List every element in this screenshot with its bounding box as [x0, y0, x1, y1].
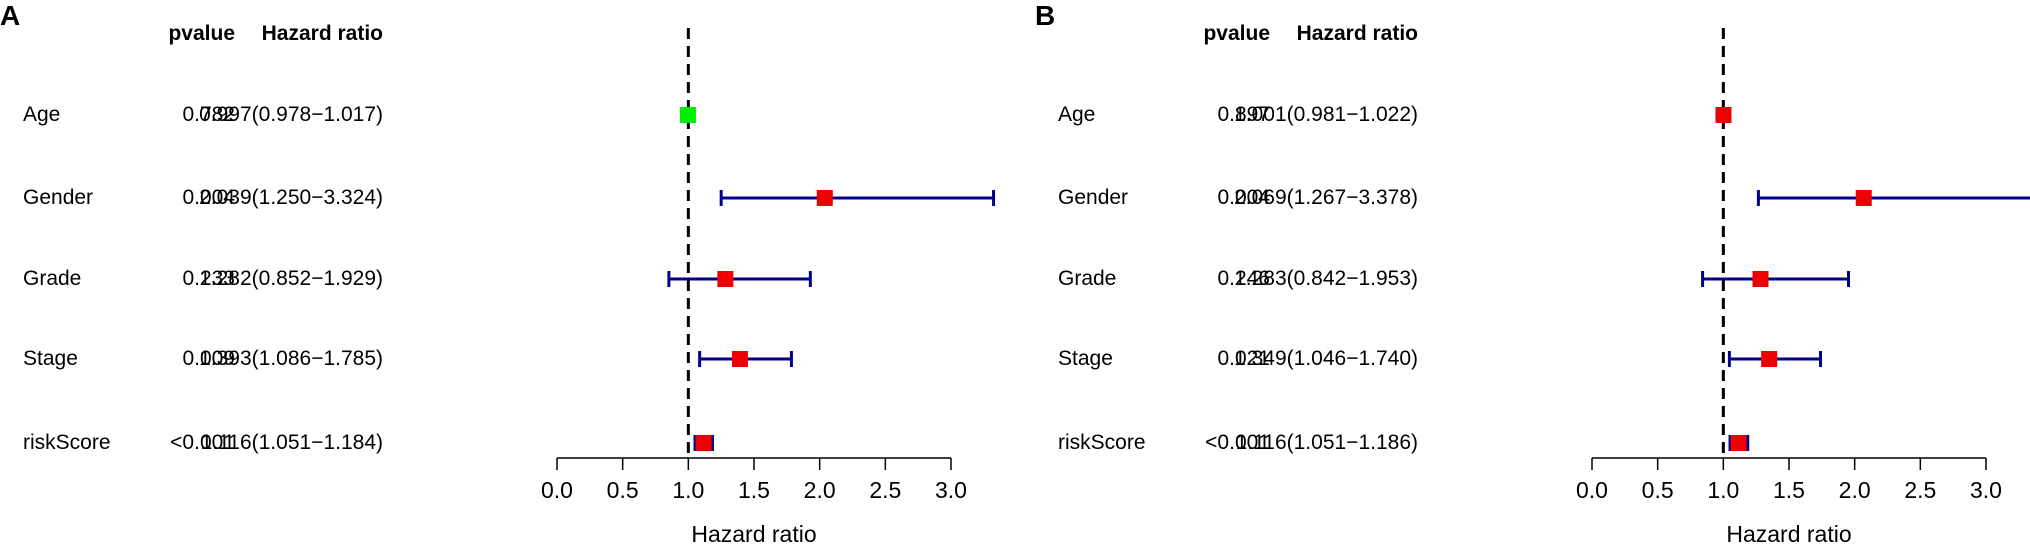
x-axis-title: Hazard ratio — [691, 521, 816, 547]
row-pvalue-riskscore: <0.001 — [170, 431, 235, 454]
hr-point-grade — [1752, 271, 1769, 287]
row-pvalue-age: 0.782 — [182, 103, 235, 126]
hr-point-riskscore — [1730, 435, 1747, 451]
x-tick-label: 3.0 — [935, 477, 967, 503]
row-pvalue-stage: 0.021 — [1217, 347, 1270, 370]
row-pvalue-riskscore: <0.001 — [1205, 431, 1270, 454]
hr-point-grade — [717, 271, 734, 287]
row-hr-grade: 1.283(0.842−1.953) — [1234, 267, 1418, 290]
row-label-stage: Stage — [1058, 347, 1113, 370]
x-tick-label: 3.0 — [1970, 477, 2002, 503]
pvalue-header: pvalue — [1203, 22, 1270, 45]
row-pvalue-stage: 0.009 — [182, 347, 235, 370]
row-hr-riskscore: 1.116(1.051−1.186) — [1235, 431, 1418, 454]
x-tick-label: 0.5 — [607, 477, 639, 503]
hr-point-gender — [816, 190, 833, 206]
x-tick-label: 1.0 — [1707, 477, 1739, 503]
hr-point-stage — [1761, 351, 1778, 367]
row-hr-gender: 2.039(1.250−3.324) — [199, 186, 383, 209]
x-tick-label: 1.0 — [672, 477, 704, 503]
row-pvalue-grade: 0.233 — [182, 267, 235, 290]
row-hr-grade: 1.282(0.852−1.929) — [199, 267, 383, 290]
row-label-age: Age — [1058, 103, 1096, 126]
hazard-ratio-header: Hazard ratio — [1296, 22, 1418, 45]
x-tick-label: 2.5 — [869, 477, 901, 503]
row-label-age: Age — [23, 103, 61, 126]
row-label-grade: Grade — [23, 267, 82, 290]
panel-label: A — [0, 0, 21, 31]
row-hr-gender: 2.069(1.267−3.378) — [1234, 186, 1418, 209]
forest-plot-svg-b: 0.0 0.5 1.0 1.5 2.0 2.5 3.0 Hazard ratio — [1576, 28, 2030, 547]
hr-point-stage — [731, 351, 748, 367]
hr-point-age — [1715, 107, 1732, 123]
panel-label: B — [1035, 0, 1056, 31]
row-hr-riskscore: 1.116(1.051−1.184) — [200, 431, 383, 454]
row-label-riskscore: riskScore — [1058, 431, 1146, 454]
x-tick-label: 0.0 — [541, 477, 573, 503]
row-label-gender: Gender — [1058, 186, 1129, 209]
x-tick-label: 2.0 — [804, 477, 836, 503]
row-label-riskscore: riskScore — [23, 431, 111, 454]
forest-plot-panel-b: B pvalue Hazard ratio Age 0.897 1.001(0.… — [1035, 0, 2030, 548]
x-tick-label: 1.5 — [1773, 477, 1805, 503]
hr-point-age — [679, 107, 696, 123]
x-axis-title: Hazard ratio — [1726, 521, 1851, 547]
row-hr-age: 1.001(0.981−1.022) — [1234, 103, 1418, 126]
row-pvalue-grade: 0.246 — [1217, 267, 1270, 290]
row-pvalue-age: 0.897 — [1217, 103, 1270, 126]
forest-plot-panel-a: A pvalue Hazard ratio Age 0.782 0.997(0.… — [0, 0, 996, 547]
x-tick-label: 1.5 — [738, 477, 770, 503]
x-tick-label: 2.0 — [1839, 477, 1871, 503]
row-pvalue-gender: 0.004 — [182, 186, 235, 209]
row-hr-age: 0.997(0.978−1.017) — [199, 103, 383, 126]
row-hr-stage: 1.349(1.046−1.740) — [1234, 347, 1418, 370]
hr-point-gender — [1855, 190, 1872, 206]
hr-point-riskscore — [695, 435, 712, 451]
x-tick-label: 0.5 — [1642, 477, 1674, 503]
row-label-gender: Gender — [23, 186, 94, 209]
hazard-ratio-header: Hazard ratio — [261, 22, 383, 45]
forest-plot-svg-a: 0.0 0.5 1.0 1.5 2.0 2.5 3.0 Hazard ratio — [541, 28, 996, 547]
row-label-stage: Stage — [23, 347, 78, 370]
x-tick-label: 2.5 — [1904, 477, 1936, 503]
x-tick-label: 0.0 — [1576, 477, 1608, 503]
row-hr-stage: 1.393(1.086−1.785) — [199, 347, 383, 370]
row-label-grade: Grade — [1058, 267, 1117, 290]
row-pvalue-gender: 0.004 — [1217, 186, 1270, 209]
pvalue-header: pvalue — [168, 22, 235, 45]
